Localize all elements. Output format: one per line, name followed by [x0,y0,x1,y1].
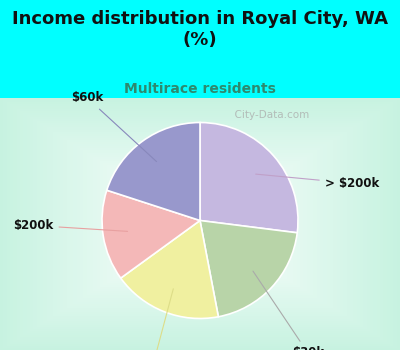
Bar [153,195,247,253]
Bar [80,148,320,300]
Bar [33,119,367,329]
Bar [90,155,310,293]
Wedge shape [200,220,297,317]
Bar [47,127,353,321]
Bar [197,222,203,226]
Text: $50k: $50k [135,289,173,350]
Bar [23,113,377,335]
Bar [127,178,273,270]
Bar [70,142,330,306]
Bar [57,134,343,314]
Bar [160,199,240,249]
Bar [103,163,297,285]
Bar [67,140,333,308]
Bar [167,203,233,245]
Bar [27,115,373,333]
Bar [183,214,217,235]
Text: City-Data.com: City-Data.com [228,110,309,120]
Bar [83,150,317,298]
Bar [187,216,213,232]
Wedge shape [200,122,298,233]
Text: $30k: $30k [253,271,324,350]
Bar [30,117,370,331]
Bar [150,193,250,256]
Bar [130,180,270,268]
Bar [107,165,293,283]
Wedge shape [121,220,218,318]
Bar [140,186,260,262]
Bar [50,130,350,318]
Wedge shape [102,190,200,278]
Bar [190,218,210,230]
Bar [173,207,227,241]
Bar [87,153,313,295]
Bar [97,159,303,289]
Bar [157,197,243,251]
Bar [60,136,340,312]
Text: Income distribution in Royal City, WA
(%): Income distribution in Royal City, WA (%… [12,10,388,49]
Bar [63,138,337,310]
Wedge shape [107,122,200,220]
Bar [53,132,347,316]
Bar [77,146,323,302]
Bar [133,182,267,266]
Bar [137,184,263,264]
Bar [193,220,207,228]
Bar [143,188,257,260]
Bar [100,161,300,287]
Bar [37,121,363,327]
Bar [117,172,283,276]
Bar [123,176,277,272]
Text: $60k: $60k [71,91,156,162]
Text: Multirace residents: Multirace residents [124,82,276,96]
Bar [170,205,230,243]
Bar [93,157,307,291]
Text: $200k: $200k [13,219,128,232]
Bar [163,201,237,247]
Bar [147,190,253,258]
Text: > $200k: > $200k [256,174,379,190]
Bar [177,209,223,239]
Bar [113,169,287,279]
Bar [180,211,220,237]
Bar [110,167,290,281]
Bar [73,144,327,304]
Bar [120,174,280,274]
Bar [40,123,360,325]
Bar [43,125,357,323]
